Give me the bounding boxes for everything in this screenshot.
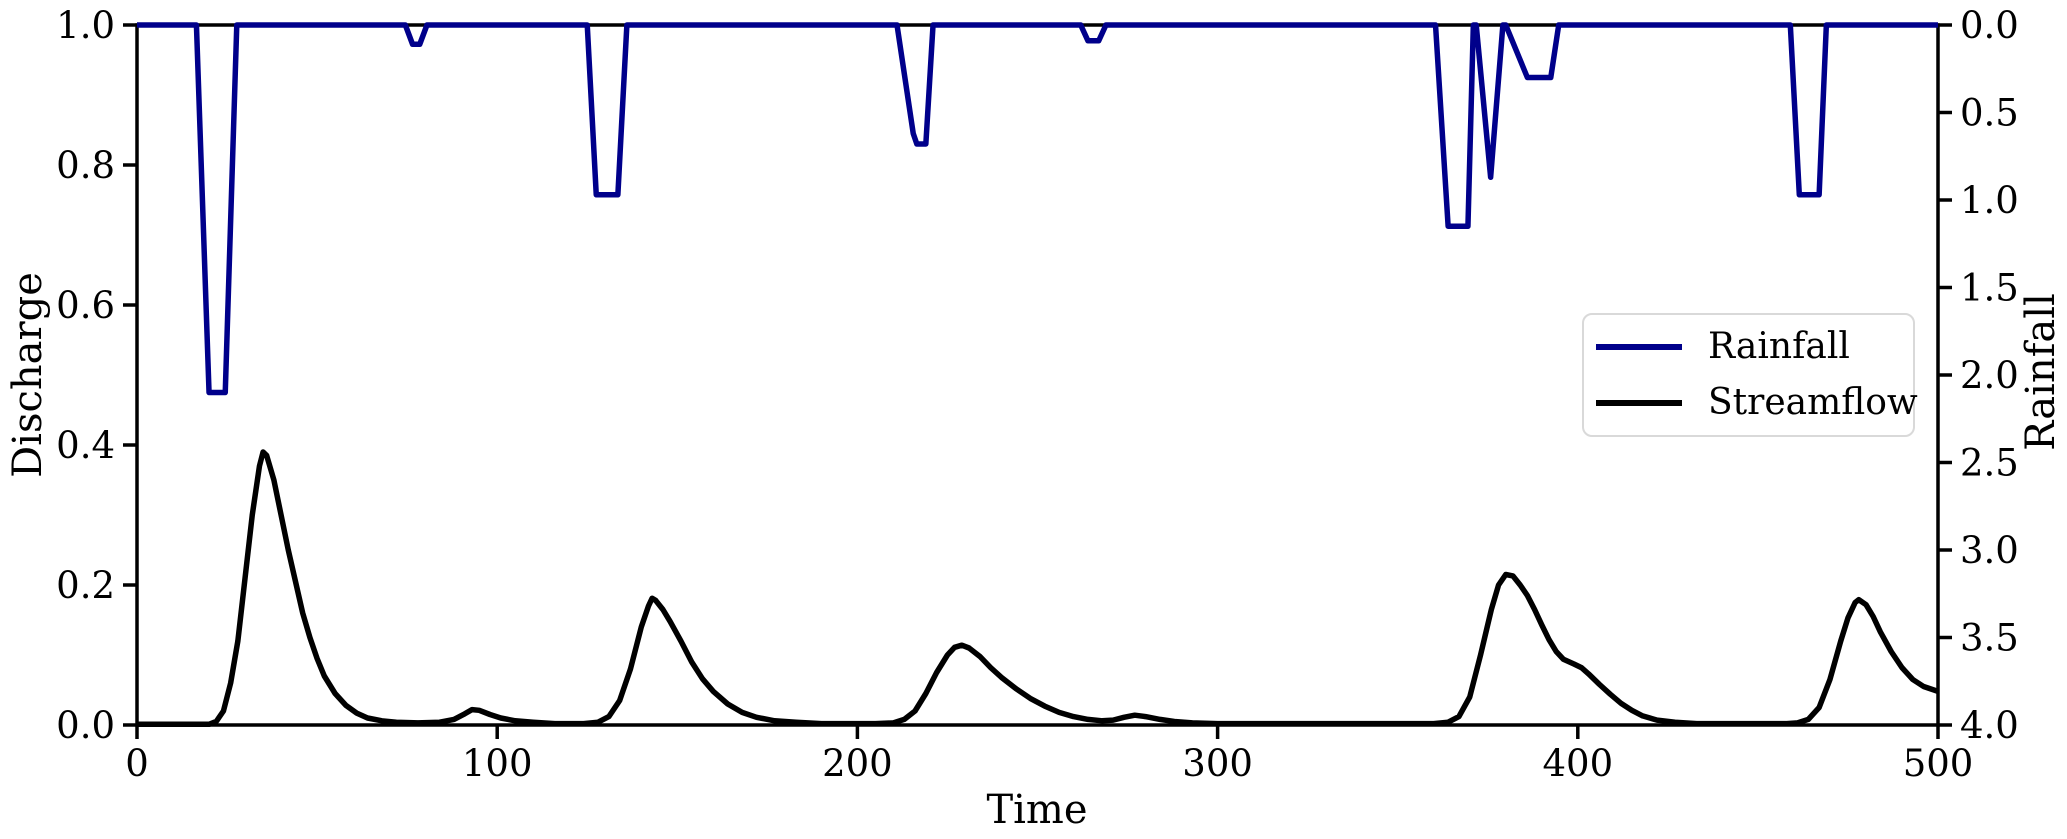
- y-left-tick-label: 0.6: [56, 284, 115, 327]
- y-right-tick-label: 4.0: [1960, 704, 2019, 747]
- y-right-tick-label: 0.0: [1960, 4, 2019, 47]
- legend-line-rainfall: [1596, 344, 1682, 350]
- y-right-tick-label: 0.5: [1960, 92, 2019, 135]
- y-right-tick-label: 2.5: [1960, 442, 2019, 485]
- left-axis-title: Discharge: [5, 272, 51, 478]
- y-right-tick-label: 1.0: [1960, 179, 2019, 222]
- legend-item-rainfall: Rainfall: [1596, 329, 1913, 365]
- legend-label-rainfall: Rainfall: [1708, 326, 1850, 367]
- x-tick-label: 100: [462, 742, 533, 785]
- x-tick-label: 300: [1182, 742, 1253, 785]
- x-tick-label: 0: [125, 742, 149, 785]
- y-left-tick-label: 1.0: [56, 4, 115, 47]
- y-left-tick-label: 0.2: [56, 564, 115, 607]
- x-tick-label: 500: [1903, 742, 1974, 785]
- streamflow-line: [137, 449, 1939, 728]
- legend: Rainfall Streamflow: [1582, 313, 1918, 437]
- y-right-tick-label: 2.0: [1960, 354, 2019, 397]
- legend-label-streamflow: Streamflow: [1708, 382, 1918, 423]
- x-tick-label: 400: [1542, 742, 1613, 785]
- y-left-tick-label: 0.4: [56, 424, 115, 467]
- x-axis-title: Time: [986, 787, 1088, 833]
- right-axis-title: Rainfall: [2018, 293, 2064, 451]
- y-right-tick-label: 1.5: [1960, 267, 2019, 310]
- x-tick-label: 200: [822, 742, 893, 785]
- y-right-tick-label: 3.0: [1960, 529, 2019, 572]
- y-right-tick-label: 3.5: [1960, 617, 2019, 660]
- legend-line-streamflow: [1596, 400, 1682, 406]
- y-left-tick-label: 0.8: [56, 144, 115, 187]
- y-left-tick-label: 0.0: [56, 704, 115, 747]
- legend-item-streamflow: Streamflow: [1596, 385, 1918, 421]
- rainfall-line: [137, 22, 1938, 396]
